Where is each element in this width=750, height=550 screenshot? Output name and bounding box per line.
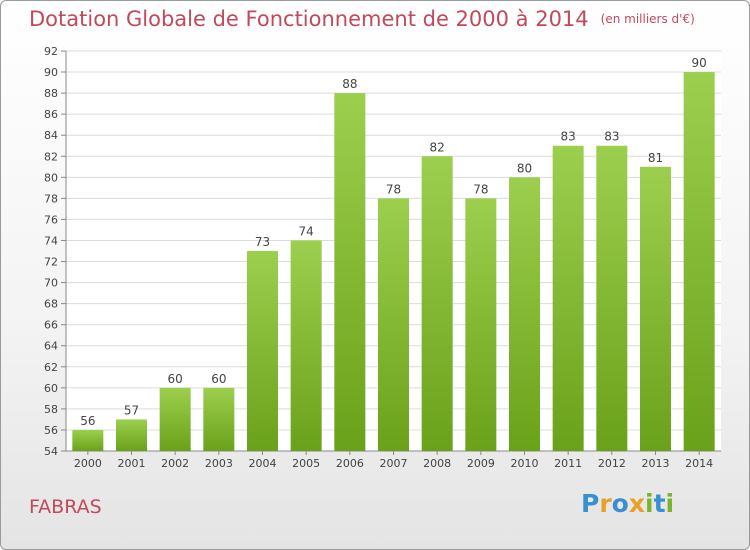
- y-tick-label: 62: [44, 361, 58, 374]
- logo-letter: i: [665, 489, 675, 518]
- y-tick-label: 76: [44, 213, 58, 226]
- proxiti-logo: Proxiti: [581, 489, 674, 518]
- data-label: 80: [517, 161, 532, 175]
- x-tick-label: 2009: [467, 457, 495, 470]
- data-label: 60: [168, 372, 183, 386]
- y-tick-label: 58: [44, 403, 58, 416]
- logo-letter: i: [645, 489, 654, 518]
- x-tick-label: 2013: [642, 457, 670, 470]
- y-tick-label: 84: [44, 129, 58, 142]
- chart-title-text: Dotation Globale de Fonctionnement de 20…: [29, 7, 589, 31]
- x-tick-label: 2000: [74, 457, 102, 470]
- logo-letter: r: [599, 489, 612, 518]
- bar: [116, 419, 147, 451]
- x-tick-label: 2012: [598, 457, 626, 470]
- bar: [247, 251, 278, 451]
- x-tick-label: 2011: [554, 457, 582, 470]
- x-tick-label: 2008: [423, 457, 451, 470]
- bar: [421, 156, 453, 451]
- data-label: 78: [473, 182, 488, 196]
- bar: [159, 387, 191, 451]
- y-tick-label: 86: [44, 108, 58, 121]
- data-label: 83: [604, 130, 619, 144]
- x-tick-label: 2002: [161, 457, 189, 470]
- bar: [72, 429, 104, 451]
- y-tick-label: 88: [44, 87, 58, 100]
- x-tick-label: 2005: [292, 457, 320, 470]
- y-tick-label: 72: [44, 256, 58, 269]
- bar: [465, 198, 497, 451]
- bar: [378, 198, 409, 451]
- bar: [203, 387, 235, 451]
- logo-letter: P: [581, 489, 600, 518]
- bar: [290, 240, 322, 451]
- y-tick-label: 82: [44, 150, 58, 163]
- y-tick-label: 54: [44, 445, 58, 458]
- logo-letter: o: [611, 489, 629, 518]
- data-label: 82: [430, 140, 445, 154]
- y-tick-label: 56: [44, 424, 58, 437]
- x-tick-label: 2004: [249, 457, 277, 470]
- data-label: 57: [124, 403, 139, 417]
- x-tick-label: 2010: [511, 457, 539, 470]
- y-tick-label: 78: [44, 192, 58, 205]
- data-label: 74: [299, 224, 314, 238]
- commune-name: FABRAS: [29, 496, 102, 518]
- y-tick-label: 66: [44, 319, 58, 332]
- logo-letter: x: [628, 489, 645, 518]
- y-tick-label: 64: [44, 340, 58, 353]
- data-label: 90: [692, 56, 707, 70]
- data-label: 83: [561, 130, 576, 144]
- y-tick-label: 68: [44, 298, 58, 311]
- data-label: 78: [386, 182, 401, 196]
- x-tick-label: 2003: [205, 457, 233, 470]
- bar: [509, 177, 540, 451]
- data-label: 81: [648, 151, 663, 165]
- x-tick-label: 2007: [380, 457, 408, 470]
- y-tick-label: 60: [44, 382, 58, 395]
- chart-title: Dotation Globale de Fonctionnement de 20…: [29, 7, 695, 31]
- logo-letter: t: [653, 489, 666, 518]
- bar: [596, 145, 628, 451]
- y-tick-label: 90: [44, 66, 58, 79]
- y-tick-label: 70: [44, 277, 58, 290]
- bar: [552, 145, 584, 451]
- data-label: 56: [80, 414, 95, 428]
- bar: [334, 93, 366, 452]
- data-label: 88: [342, 77, 357, 91]
- x-tick-label: 2014: [685, 457, 713, 470]
- data-label: 60: [211, 372, 226, 386]
- y-tick-label: 80: [44, 171, 58, 184]
- x-tick-label: 2006: [336, 457, 364, 470]
- bar: [640, 166, 671, 451]
- x-tick-label: 2001: [118, 457, 146, 470]
- data-label: 73: [255, 235, 270, 249]
- bar: [683, 72, 715, 451]
- chart-unit: (en milliers d'€): [600, 12, 695, 26]
- y-tick-label: 92: [44, 45, 58, 58]
- y-tick-label: 74: [44, 234, 58, 247]
